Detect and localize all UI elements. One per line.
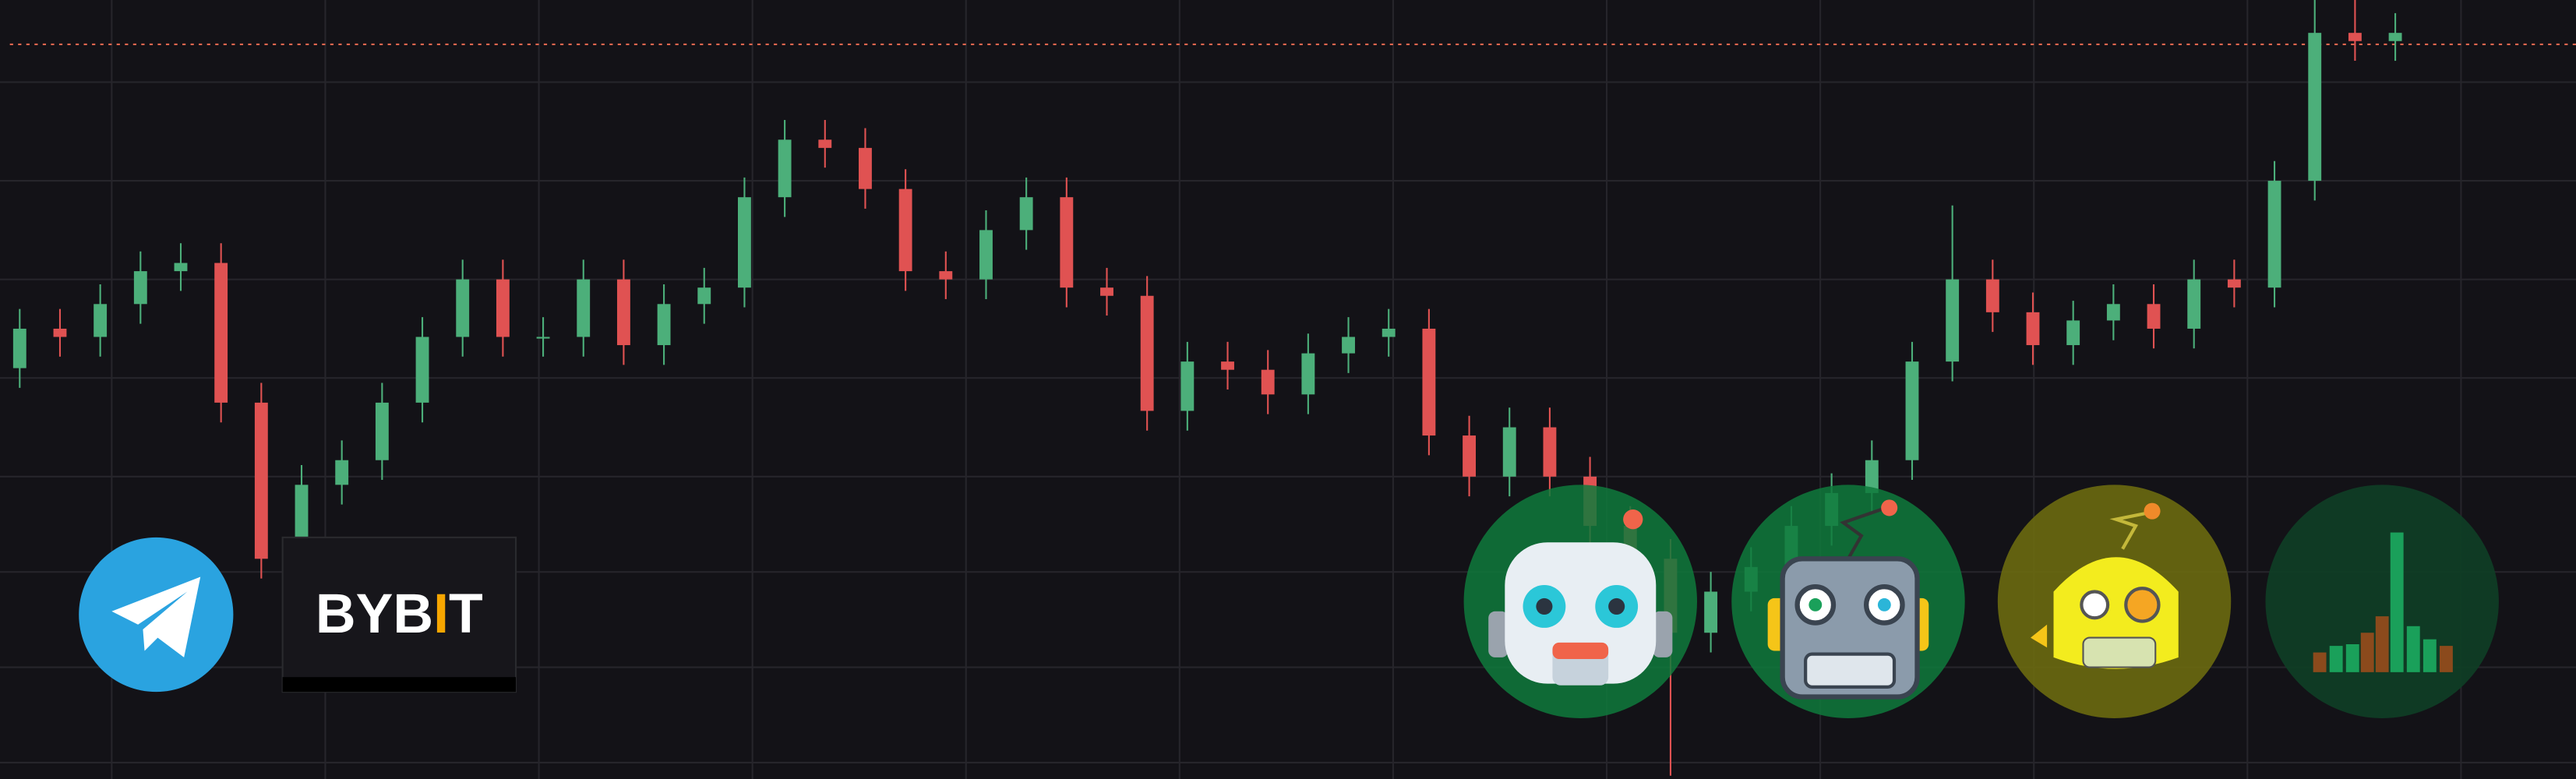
candle-body — [1985, 279, 1999, 312]
candle-body — [254, 402, 268, 559]
bybit-text: BYBIT — [316, 583, 483, 645]
candle-body — [214, 263, 228, 403]
candle-body — [818, 139, 832, 148]
candle-body — [1382, 328, 1396, 337]
candle-body — [616, 279, 630, 346]
candle-body — [2267, 181, 2281, 288]
telegram-icon — [79, 537, 234, 693]
candle-body — [2106, 304, 2120, 321]
candle-body — [133, 271, 147, 305]
candle-body — [1221, 361, 1234, 370]
candle-body — [2187, 279, 2201, 329]
robot-white — [1463, 485, 1697, 718]
candle-body — [2308, 33, 2322, 182]
candle-body — [1100, 287, 1113, 296]
candle-body — [697, 287, 711, 305]
candle-body — [577, 279, 591, 337]
candle-body — [1342, 337, 1355, 354]
candle-body — [1543, 427, 1557, 477]
candle-body — [2348, 33, 2362, 41]
candle-body — [2388, 33, 2402, 41]
candle-body — [1261, 369, 1275, 395]
candle-body — [1422, 328, 1436, 436]
candle-body — [1905, 361, 1919, 460]
candle-body — [1060, 197, 1074, 288]
candle-body — [2066, 320, 2080, 346]
logo-accent: I — [433, 583, 449, 645]
candle-body — [1019, 197, 1033, 231]
robot-yellow — [1997, 485, 2232, 718]
candle-body — [1140, 295, 1154, 411]
candle-body — [456, 279, 470, 337]
candle-body — [53, 328, 67, 337]
candle-body — [1704, 591, 1718, 633]
candle-body — [94, 304, 108, 337]
candle-body — [496, 279, 510, 337]
volume-icon — [2265, 485, 2499, 718]
logo-right: T — [449, 583, 483, 645]
candle-body — [979, 230, 993, 280]
candle-body — [1865, 460, 1879, 493]
candle-body — [2026, 312, 2040, 346]
candle-body — [2147, 304, 2161, 329]
candle-body — [335, 460, 349, 485]
logo-left: BYB — [316, 583, 433, 645]
bybit-logo: BYBIT — [281, 536, 517, 693]
candle-body — [939, 271, 953, 280]
candle-body — [657, 304, 671, 346]
candle-body — [778, 139, 792, 198]
candle-body — [2227, 279, 2241, 288]
candle-body — [898, 189, 912, 272]
candle-body — [12, 328, 26, 368]
candle-body — [859, 147, 872, 189]
robot-gray — [1731, 485, 1965, 718]
candle-body — [375, 402, 389, 460]
candle-body — [1180, 361, 1194, 411]
candle-body — [738, 197, 751, 288]
candle-body — [1946, 279, 1960, 362]
candle-body — [415, 337, 429, 403]
candle-body — [1502, 427, 1516, 477]
candle-body — [536, 337, 550, 339]
candle-body — [174, 263, 188, 272]
candle-body — [1463, 435, 1477, 477]
candle-body — [1301, 353, 1315, 395]
